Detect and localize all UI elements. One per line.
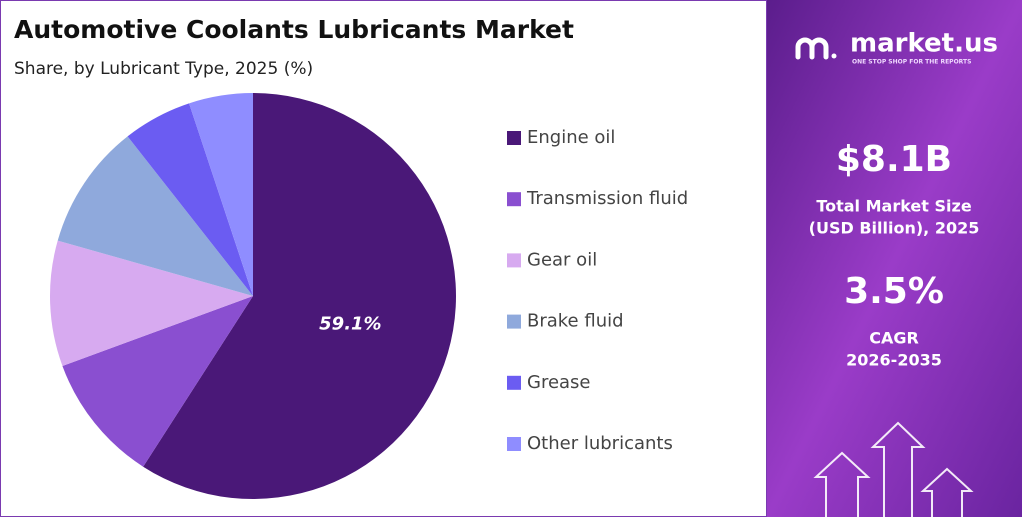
legend-label: Other lubricants xyxy=(527,433,673,454)
tagline: ONE STOP SHOP FOR THE REPORTS xyxy=(852,59,971,66)
market-size: $8.1B xyxy=(836,139,952,180)
brand: market.us xyxy=(850,29,998,59)
cagr: 3.5% xyxy=(844,271,944,312)
legend-label: Grease xyxy=(527,372,591,393)
legend-swatch xyxy=(507,192,521,207)
data-label: 59.1% xyxy=(319,314,381,335)
market-size-label: (USD Billion), 2025 xyxy=(809,219,980,238)
legend-swatch xyxy=(507,375,521,390)
pie-slice xyxy=(62,296,253,467)
legend-label: Gear oil xyxy=(527,249,597,270)
legend-swatch xyxy=(507,314,521,329)
pie-slice xyxy=(50,240,254,366)
arrows-decoration xyxy=(813,421,974,517)
logo-icon xyxy=(795,37,837,60)
chart-subtitle: Share, by Lubricant Type, 2025 (%) xyxy=(14,59,313,79)
market-size-label: Total Market Size xyxy=(816,197,971,216)
pie: 59.1% xyxy=(50,93,456,499)
pie-slice xyxy=(57,136,254,296)
chart-title: Automotive Coolants Lubricants Market xyxy=(14,15,574,44)
cagr-label: 2026-2035 xyxy=(846,351,942,370)
pie-slice xyxy=(127,103,253,296)
pie-slice xyxy=(143,93,456,499)
legend-label: Transmission fluid xyxy=(526,188,688,209)
cagr-label: CAGR xyxy=(869,329,919,348)
side-panel xyxy=(767,0,1022,517)
legend-swatch xyxy=(507,253,521,268)
legend-swatch xyxy=(507,131,521,145)
pie-slice xyxy=(189,93,253,296)
legend: Engine oil Transmission fluid Gear oil Brak… xyxy=(507,127,688,454)
legend-swatch xyxy=(507,437,521,451)
legend-label: Engine oil xyxy=(527,127,615,148)
legend-label: Brake fluid xyxy=(527,311,624,332)
